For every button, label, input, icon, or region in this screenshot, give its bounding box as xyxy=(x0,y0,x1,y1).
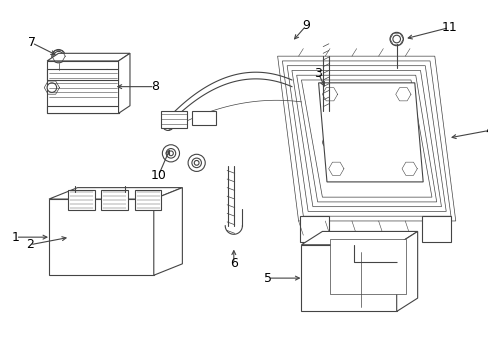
Circle shape xyxy=(165,115,171,121)
Circle shape xyxy=(47,83,57,93)
Polygon shape xyxy=(118,53,130,113)
Polygon shape xyxy=(47,68,118,80)
Polygon shape xyxy=(318,83,422,182)
Bar xyxy=(47,61,118,113)
Circle shape xyxy=(122,194,128,200)
Polygon shape xyxy=(301,245,396,311)
Circle shape xyxy=(404,164,413,174)
Circle shape xyxy=(356,122,381,147)
Circle shape xyxy=(166,149,175,158)
Text: 8: 8 xyxy=(150,80,159,93)
Circle shape xyxy=(56,71,61,77)
Polygon shape xyxy=(154,188,182,275)
Circle shape xyxy=(54,51,63,61)
Polygon shape xyxy=(49,188,182,199)
Text: 3: 3 xyxy=(314,67,322,80)
Text: 10: 10 xyxy=(150,169,166,182)
Circle shape xyxy=(395,87,410,102)
Circle shape xyxy=(401,161,416,176)
Circle shape xyxy=(405,138,414,147)
Circle shape xyxy=(162,145,179,162)
Circle shape xyxy=(389,32,403,46)
Polygon shape xyxy=(47,53,130,61)
Text: 4: 4 xyxy=(484,124,488,137)
Circle shape xyxy=(54,69,63,79)
Text: 7: 7 xyxy=(28,36,36,49)
Polygon shape xyxy=(47,106,118,113)
Text: 9: 9 xyxy=(302,19,309,32)
Polygon shape xyxy=(68,189,95,211)
Polygon shape xyxy=(49,199,154,275)
Circle shape xyxy=(392,35,400,43)
Polygon shape xyxy=(101,189,128,211)
Circle shape xyxy=(120,192,130,202)
Text: 5: 5 xyxy=(264,271,271,285)
Polygon shape xyxy=(422,216,450,242)
Polygon shape xyxy=(300,216,328,242)
Circle shape xyxy=(331,164,340,174)
Circle shape xyxy=(361,127,376,142)
Polygon shape xyxy=(396,231,417,311)
Circle shape xyxy=(162,112,173,124)
Polygon shape xyxy=(135,189,161,211)
Polygon shape xyxy=(191,111,215,125)
Circle shape xyxy=(191,158,201,168)
Text: 11: 11 xyxy=(440,21,456,34)
Text: 6: 6 xyxy=(229,257,237,270)
Circle shape xyxy=(194,161,199,165)
Circle shape xyxy=(325,90,334,99)
Circle shape xyxy=(72,194,78,200)
Text: 1: 1 xyxy=(12,231,20,244)
Circle shape xyxy=(70,192,80,202)
Circle shape xyxy=(322,138,332,147)
Polygon shape xyxy=(329,239,406,294)
Polygon shape xyxy=(301,231,417,245)
Text: 2: 2 xyxy=(26,238,34,251)
Circle shape xyxy=(52,50,65,63)
Circle shape xyxy=(407,139,412,145)
Circle shape xyxy=(168,151,173,156)
Circle shape xyxy=(102,69,112,79)
Circle shape xyxy=(188,154,205,171)
Circle shape xyxy=(365,130,372,138)
Bar xyxy=(70,228,117,249)
Polygon shape xyxy=(353,245,396,262)
Polygon shape xyxy=(161,111,187,127)
Circle shape xyxy=(398,90,407,99)
Circle shape xyxy=(328,161,343,176)
Circle shape xyxy=(322,87,337,102)
Circle shape xyxy=(104,71,110,77)
Circle shape xyxy=(162,119,173,130)
Circle shape xyxy=(324,139,330,145)
Circle shape xyxy=(165,122,171,127)
